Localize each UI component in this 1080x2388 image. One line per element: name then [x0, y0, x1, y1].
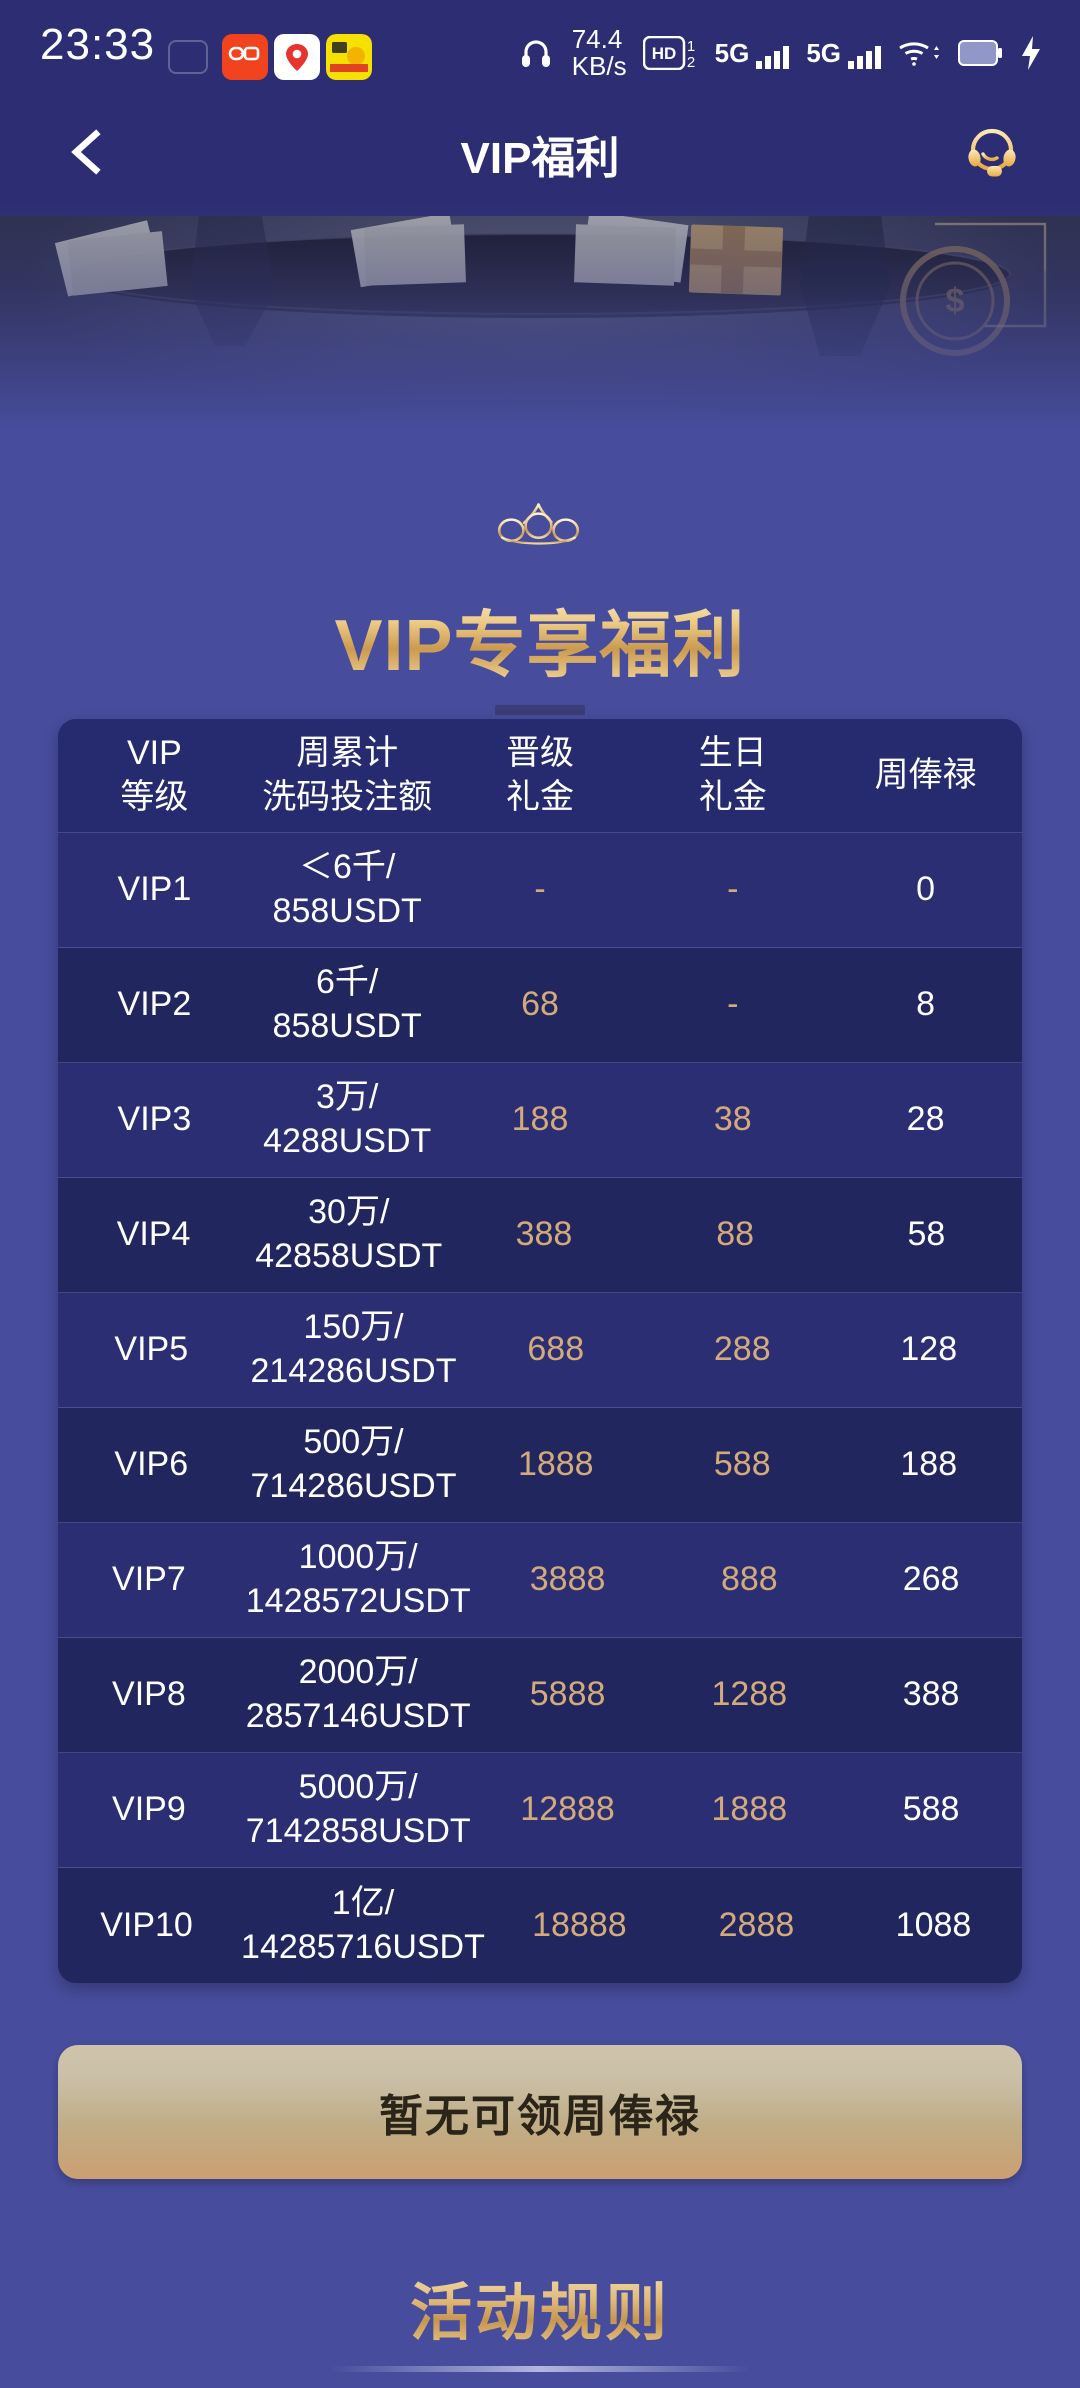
svg-text:2: 2 [686, 54, 694, 70]
svg-text:1: 1 [686, 38, 694, 55]
svg-text:HD: HD [651, 44, 676, 63]
